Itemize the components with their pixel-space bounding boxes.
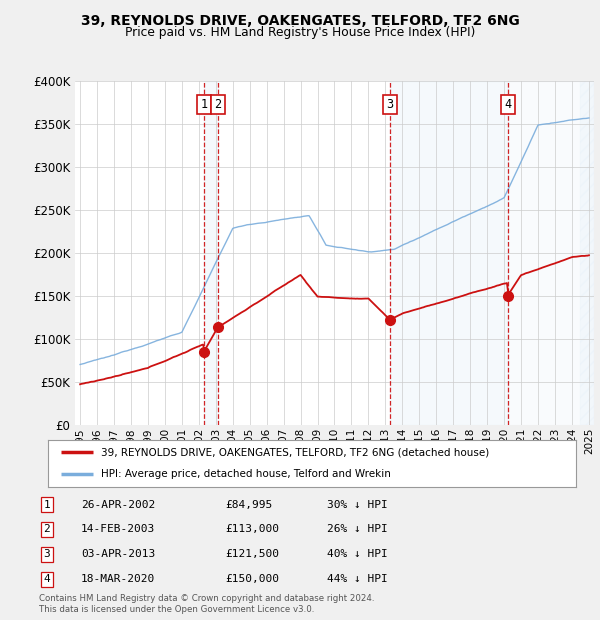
Text: 18-MAR-2020: 18-MAR-2020	[81, 574, 155, 584]
Text: 40% ↓ HPI: 40% ↓ HPI	[327, 549, 388, 559]
Bar	[508, 81, 594, 425]
Bar	[390, 81, 508, 425]
Text: 39, REYNOLDS DRIVE, OAKENGATES, TELFORD, TF2 6NG (detached house): 39, REYNOLDS DRIVE, OAKENGATES, TELFORD,…	[101, 447, 489, 458]
Text: £150,000: £150,000	[225, 574, 279, 584]
Text: 4: 4	[43, 574, 50, 584]
Text: 26% ↓ HPI: 26% ↓ HPI	[327, 525, 388, 534]
Text: 3: 3	[386, 98, 394, 111]
Text: £121,500: £121,500	[225, 549, 279, 559]
Text: 44% ↓ HPI: 44% ↓ HPI	[327, 574, 388, 584]
Text: 03-APR-2013: 03-APR-2013	[81, 549, 155, 559]
Text: 2: 2	[43, 525, 50, 534]
Text: 26-APR-2002: 26-APR-2002	[81, 500, 155, 510]
Text: 39, REYNOLDS DRIVE, OAKENGATES, TELFORD, TF2 6NG: 39, REYNOLDS DRIVE, OAKENGATES, TELFORD,…	[80, 14, 520, 28]
Text: 1: 1	[43, 500, 50, 510]
Text: HPI: Average price, detached house, Telford and Wrekin: HPI: Average price, detached house, Telf…	[101, 469, 391, 479]
Bar	[580, 81, 594, 425]
Text: 2: 2	[214, 98, 221, 111]
Text: 3: 3	[43, 549, 50, 559]
Text: 1: 1	[200, 98, 208, 111]
Text: Contains HM Land Registry data © Crown copyright and database right 2024.
This d: Contains HM Land Registry data © Crown c…	[39, 595, 374, 614]
Text: 30% ↓ HPI: 30% ↓ HPI	[327, 500, 388, 510]
Text: £84,995: £84,995	[225, 500, 272, 510]
Text: 4: 4	[504, 98, 511, 111]
Text: 14-FEB-2003: 14-FEB-2003	[81, 525, 155, 534]
Text: £113,000: £113,000	[225, 525, 279, 534]
Text: Price paid vs. HM Land Registry's House Price Index (HPI): Price paid vs. HM Land Registry's House …	[125, 26, 475, 39]
Bar	[204, 81, 218, 425]
